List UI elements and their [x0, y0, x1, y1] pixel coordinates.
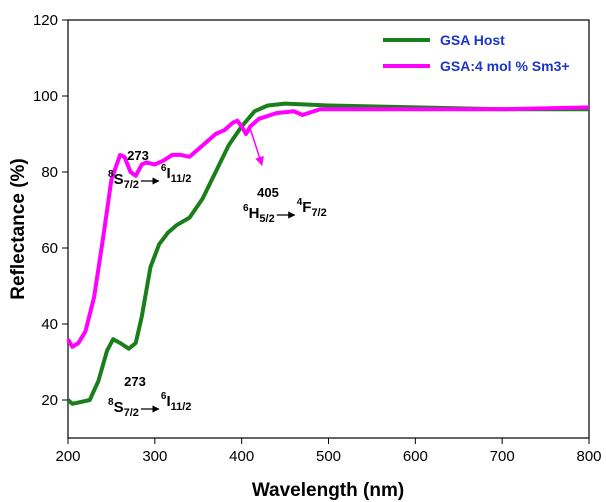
transition-label: 6I11/2 — [161, 163, 192, 185]
data-line — [66, 101, 589, 406]
plot-frame — [67, 19, 590, 439]
subscript: 7/2 — [124, 179, 139, 191]
subscript: 11/2 — [171, 173, 192, 185]
transition-label: 6H5/2 — [243, 203, 275, 225]
term-symbol: S — [114, 171, 124, 188]
term-symbol: I — [166, 393, 170, 410]
transition-label: 8S7/2 — [108, 169, 139, 191]
y-tick-label: 100 — [33, 88, 58, 105]
y-axis-label: Reflectance (%) — [8, 158, 29, 300]
transition-label: 8S7/2 — [108, 397, 139, 419]
pointer-arrow — [249, 127, 264, 166]
term-symbol: S — [114, 399, 124, 416]
y-tick-label: 40 — [41, 316, 58, 333]
x-tick-label: 400 — [229, 448, 254, 465]
y-tick-label: 60 — [41, 240, 58, 257]
superscript: 6 — [161, 163, 167, 174]
transition-label: 4F7/2 — [297, 197, 327, 219]
term-symbol: H — [249, 205, 260, 222]
superscript: 8 — [108, 169, 114, 180]
x-tick-label: 800 — [576, 448, 601, 465]
subscript: 7/2 — [311, 207, 326, 219]
peak-label: 273 — [124, 374, 146, 389]
x-tick-label: 700 — [490, 448, 515, 465]
term-symbol: I — [166, 165, 170, 182]
superscript: 6 — [243, 203, 249, 214]
y-tick-label: 20 — [41, 392, 58, 409]
superscript: 4 — [297, 197, 303, 208]
term-symbol: F — [302, 199, 311, 216]
y-tick-label: 120 — [33, 12, 58, 29]
superscript: 6 — [161, 391, 167, 402]
x-tick-label: 500 — [316, 448, 341, 465]
data-line — [66, 105, 590, 349]
x-tick-label: 200 — [55, 448, 80, 465]
peak-label: 273 — [127, 148, 149, 163]
subscript: 7/2 — [124, 407, 139, 419]
superscript: 8 — [108, 397, 114, 408]
y-tick-label: 80 — [41, 164, 58, 181]
subscript: 5/2 — [259, 213, 274, 225]
x-tick-label: 300 — [142, 448, 167, 465]
x-axis-label: Wavelength (nm) — [252, 480, 404, 501]
subscript: 11/2 — [171, 401, 192, 413]
legend-label: GSA Host — [440, 32, 505, 48]
legend-label: GSA:4 mol % Sm3+ — [440, 58, 570, 74]
x-tick-label: 600 — [403, 448, 428, 465]
transition-label: 6I11/2 — [161, 391, 192, 413]
peak-label: 405 — [257, 185, 279, 200]
